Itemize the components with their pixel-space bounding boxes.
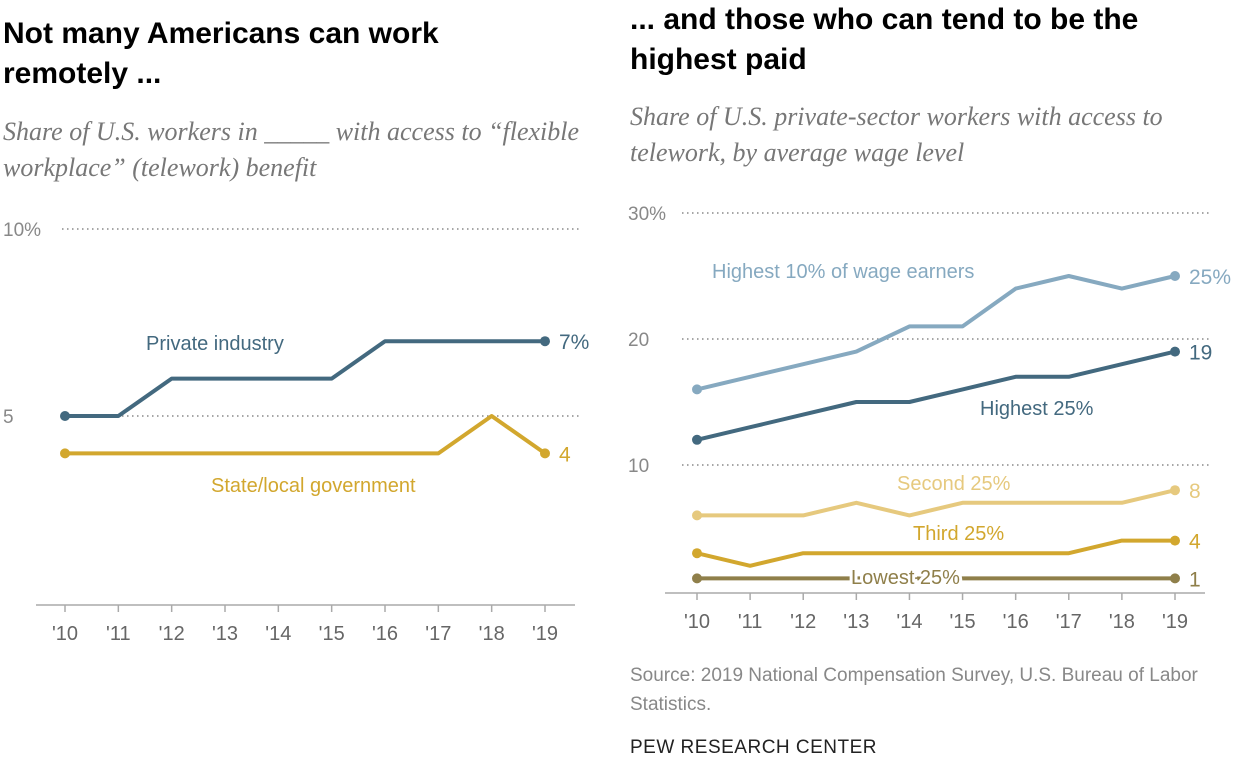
x-tick-label: '15 bbox=[319, 623, 345, 645]
data-point bbox=[1170, 271, 1180, 281]
x-tick-label: '17 bbox=[1056, 611, 1082, 633]
x-tick-label: '12 bbox=[790, 611, 816, 633]
data-point bbox=[692, 384, 702, 395]
end-value-label: 4 bbox=[559, 443, 571, 466]
x-tick-label: '10 bbox=[52, 623, 78, 645]
x-tick-label: '19 bbox=[1162, 611, 1188, 633]
end-value-label: 8 bbox=[1189, 480, 1201, 503]
data-point bbox=[692, 510, 702, 521]
series-line bbox=[65, 414, 547, 456]
series-label: Highest 25% bbox=[980, 398, 1094, 420]
x-tick-label: '11 bbox=[106, 623, 131, 645]
end-value-label: 19 bbox=[1189, 342, 1212, 365]
data-point bbox=[692, 548, 702, 559]
x-tick-label: '10 bbox=[684, 611, 710, 633]
series-line bbox=[65, 339, 545, 418]
end-value-label: 25% bbox=[1189, 266, 1231, 289]
x-tick-label: '13 bbox=[212, 623, 238, 645]
y-tick-label: 30% bbox=[628, 204, 666, 225]
data-point bbox=[540, 448, 550, 459]
series-line bbox=[696, 538, 1175, 568]
y-tick-label: 10% bbox=[3, 220, 41, 241]
data-point bbox=[692, 434, 702, 445]
data-point bbox=[60, 411, 70, 421]
y-tick-label: 10 bbox=[628, 456, 649, 477]
series-label: Highest 10% of wage earners bbox=[712, 261, 974, 283]
right-title: ... and those who can tend to be the hig… bbox=[630, 3, 1139, 76]
y-tick-label: 20 bbox=[628, 330, 649, 351]
series-label: Third 25% bbox=[913, 523, 1004, 545]
x-tick-label: '16 bbox=[372, 623, 398, 645]
source-note: Source: 2019 National Compensation Surve… bbox=[630, 665, 1198, 715]
series-label: State/local government bbox=[211, 475, 416, 497]
series-label: Private industry bbox=[146, 333, 284, 355]
data-point bbox=[1170, 535, 1180, 546]
x-tick-label: '18 bbox=[479, 623, 505, 645]
data-point bbox=[1170, 346, 1180, 357]
x-tick-label: '11 bbox=[738, 611, 763, 633]
x-tick-label: '19 bbox=[532, 623, 558, 645]
series-line bbox=[696, 349, 1176, 442]
data-point bbox=[692, 573, 702, 584]
pew-logo: PEW RESEARCH CENTER bbox=[630, 737, 878, 758]
x-tick-label: '14 bbox=[896, 611, 922, 633]
right-subtitle: Share of U.S. private-sector workers wit… bbox=[630, 102, 1163, 167]
x-tick-label: '18 bbox=[1109, 611, 1135, 633]
series-line bbox=[697, 488, 1176, 518]
end-value-label: 4 bbox=[1189, 531, 1201, 554]
x-tick-label: '13 bbox=[843, 611, 869, 633]
end-value-label: 7% bbox=[559, 331, 589, 354]
data-point bbox=[60, 448, 70, 459]
series-line bbox=[696, 274, 1176, 392]
x-tick-label: '15 bbox=[950, 611, 976, 633]
left-title: Not many Americans can work remotely ... bbox=[3, 17, 439, 90]
data-point bbox=[1170, 573, 1180, 584]
end-value-label: 1 bbox=[1189, 568, 1201, 591]
y-tick-label: 5 bbox=[3, 407, 14, 428]
data-point bbox=[1170, 485, 1180, 496]
data-point bbox=[540, 336, 550, 347]
series-label: Second 25% bbox=[897, 473, 1011, 495]
series-label: Lowest 25% bbox=[851, 567, 960, 589]
left-subtitle: Share of U.S. workers in _____ with acce… bbox=[3, 117, 580, 182]
x-tick-label: '17 bbox=[425, 623, 451, 645]
x-tick-label: '14 bbox=[265, 623, 291, 645]
x-tick-label: '16 bbox=[1003, 611, 1029, 633]
x-tick-label: '12 bbox=[159, 623, 185, 645]
